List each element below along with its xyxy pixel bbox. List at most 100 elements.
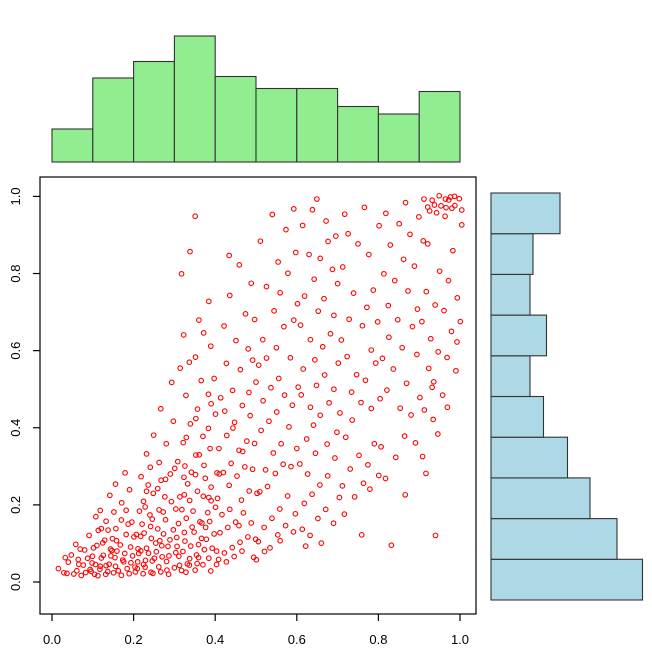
scatter-point <box>386 334 392 341</box>
scatter-point <box>205 425 212 432</box>
scatter-point <box>150 432 157 439</box>
scatter-point <box>261 548 268 555</box>
scatter-point <box>414 351 420 358</box>
scatter-point <box>168 379 175 386</box>
scatter-point <box>376 222 382 229</box>
scatter-point <box>242 311 249 317</box>
scatter-point <box>315 515 321 522</box>
scatter-point <box>458 207 465 213</box>
scatter-point <box>285 270 291 277</box>
scatter-point <box>441 307 447 314</box>
scatter-point <box>181 491 188 498</box>
scatter-point <box>436 192 443 199</box>
scatter-point <box>65 559 72 565</box>
scatter-point <box>378 443 384 450</box>
scatter-point <box>319 343 326 350</box>
scatter-point <box>255 538 262 545</box>
scatter-point <box>148 535 155 542</box>
scatter-point <box>402 491 409 498</box>
scatter-point <box>290 317 297 323</box>
scatter-point <box>183 434 190 441</box>
scatter-point <box>194 406 201 412</box>
scatter-point <box>162 516 169 523</box>
scatter-point <box>247 412 254 419</box>
top-histogram <box>51 35 461 163</box>
scatter-point <box>336 494 343 501</box>
scatter-point <box>200 433 206 440</box>
scatter-point <box>190 508 196 514</box>
scatter-point <box>329 266 336 273</box>
scatter-point <box>194 560 200 567</box>
scatter-point <box>417 394 423 401</box>
top-histogram-bar <box>92 77 135 163</box>
scatter-point <box>237 366 244 373</box>
scatter-point <box>191 529 197 536</box>
scatter-point <box>379 355 386 362</box>
scatter-plot-area <box>39 176 477 615</box>
scatter-point <box>245 345 252 352</box>
scatter-point <box>368 347 375 353</box>
scatter-point <box>317 255 324 262</box>
scatter-point <box>342 434 349 441</box>
scatter-point <box>120 558 127 565</box>
scatter-point <box>113 537 120 544</box>
scatter-point <box>113 525 119 532</box>
scatter-point <box>339 483 346 489</box>
scatter-point <box>211 375 217 382</box>
scatter-point <box>277 537 283 544</box>
scatter-point <box>217 394 224 401</box>
scatter-point <box>445 197 452 203</box>
right-histogram-bar <box>490 314 548 357</box>
top-histogram-bar <box>337 105 379 163</box>
top-histogram-bar <box>51 128 94 163</box>
scatter-point <box>391 277 398 284</box>
scatter-point <box>249 357 256 364</box>
scatter-point <box>224 524 231 531</box>
scatter-point <box>188 469 195 476</box>
scatter-point <box>184 480 191 487</box>
scatter-point <box>243 438 250 444</box>
scatter-point <box>322 506 329 513</box>
right-histogram <box>490 192 644 601</box>
scatter-point <box>458 222 465 228</box>
scatter-point <box>239 448 246 455</box>
right-histogram-bar <box>490 192 561 235</box>
scatter-point <box>205 298 212 305</box>
scatter-point <box>73 567 80 574</box>
scatter-point <box>226 506 233 513</box>
scatter-point <box>212 504 219 511</box>
scatter-point <box>450 247 456 254</box>
scatter-point <box>292 510 299 517</box>
scatter-point <box>278 440 285 447</box>
scatter-point <box>248 520 255 526</box>
scatter-point <box>385 302 392 309</box>
scatter-point <box>114 548 120 555</box>
scatter-point <box>444 404 451 411</box>
scatter-point <box>103 518 109 525</box>
scatter-point <box>229 544 236 551</box>
scatter-point <box>167 537 173 543</box>
scatter-point <box>92 561 99 568</box>
scatter-point <box>448 328 455 335</box>
scatter-point <box>353 371 360 378</box>
scatter-point <box>307 404 314 411</box>
scatter-point <box>259 336 266 343</box>
scatter-point <box>251 440 258 447</box>
scatter-point <box>419 453 426 460</box>
scatter-point <box>394 316 401 323</box>
scatter-point <box>236 262 243 268</box>
scatter-point <box>145 550 152 557</box>
scatter-point <box>129 553 136 559</box>
scatter-point <box>407 231 413 238</box>
scatter-point <box>180 332 187 338</box>
scatter-point <box>214 495 221 502</box>
scatter-point <box>108 547 115 554</box>
scatter-point <box>304 471 311 477</box>
scatter-point <box>356 452 362 459</box>
scatter-point <box>61 569 67 576</box>
scatter-point <box>189 524 195 530</box>
scatter-point <box>205 494 212 501</box>
scatter-point <box>126 486 133 493</box>
scatter-point <box>361 204 368 211</box>
